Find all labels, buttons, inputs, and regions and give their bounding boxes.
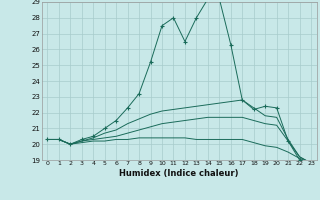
X-axis label: Humidex (Indice chaleur): Humidex (Indice chaleur) <box>119 169 239 178</box>
